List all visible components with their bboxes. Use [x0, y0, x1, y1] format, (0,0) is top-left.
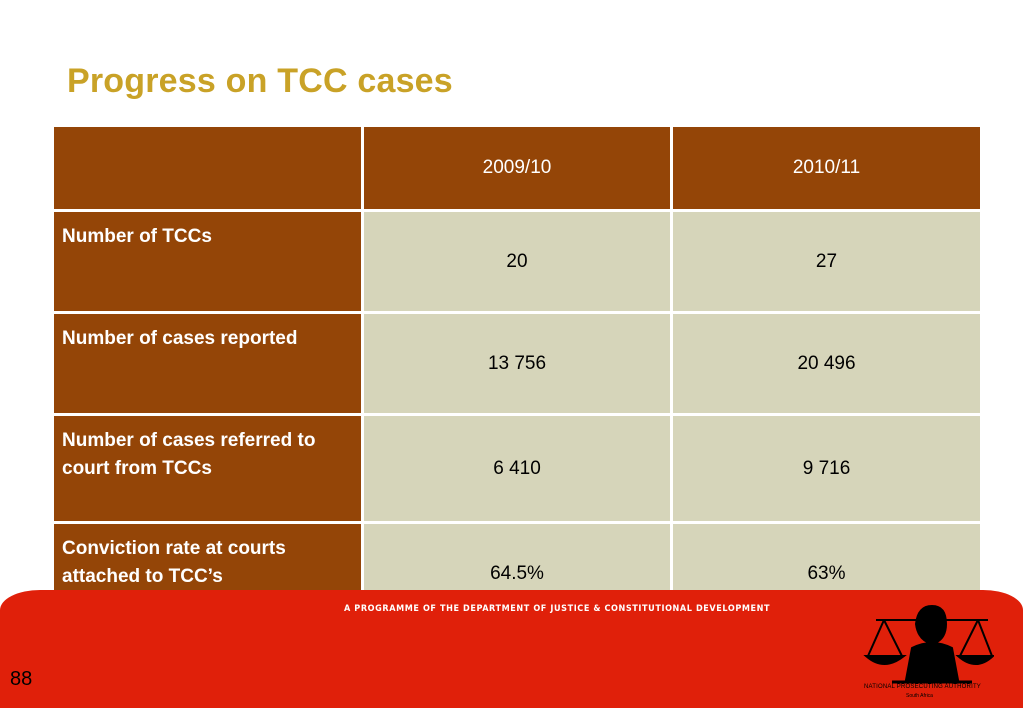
row-label: Number of cases referred to court from T…	[51, 413, 364, 524]
table-cell: 20	[361, 209, 673, 314]
table-cell: 6 410	[361, 413, 673, 524]
logo-name: NATIONAL PROSECUTING AUTHORITY	[864, 684, 982, 690]
tcc-progress-table: 2009/10 2010/11 Number of TCCs 20 27 Num…	[51, 124, 983, 626]
row-label: Number of cases reported	[51, 311, 364, 416]
row-label: Number of TCCs	[51, 209, 364, 314]
table-cell: 20 496	[670, 311, 983, 416]
header-cell-empty	[51, 124, 364, 212]
table-cell: 9 716	[670, 413, 983, 524]
scales-of-justice-icon	[863, 604, 994, 684]
table-header-row: 2009/10 2010/11	[51, 124, 983, 212]
header-cell-2010-11: 2010/11	[670, 124, 983, 212]
slide-title: Progress on TCC cases	[67, 62, 453, 100]
table-row: Number of cases referred to court from T…	[51, 413, 983, 524]
page-number: 88	[10, 668, 33, 690]
table-row: Number of cases reported 13 756 20 496	[51, 311, 983, 416]
logo-subtitle: South Africa	[906, 693, 933, 699]
header-cell-2009-10: 2009/10	[361, 124, 673, 212]
programme-banner-text: A PROGRAMME OF THE DEPARTMENT OF JUSTICE…	[344, 604, 771, 614]
footer-band	[0, 590, 1023, 708]
table-cell: 27	[670, 209, 983, 314]
table-cell: 13 756	[361, 311, 673, 416]
table-row: Number of TCCs 20 27	[51, 209, 983, 314]
